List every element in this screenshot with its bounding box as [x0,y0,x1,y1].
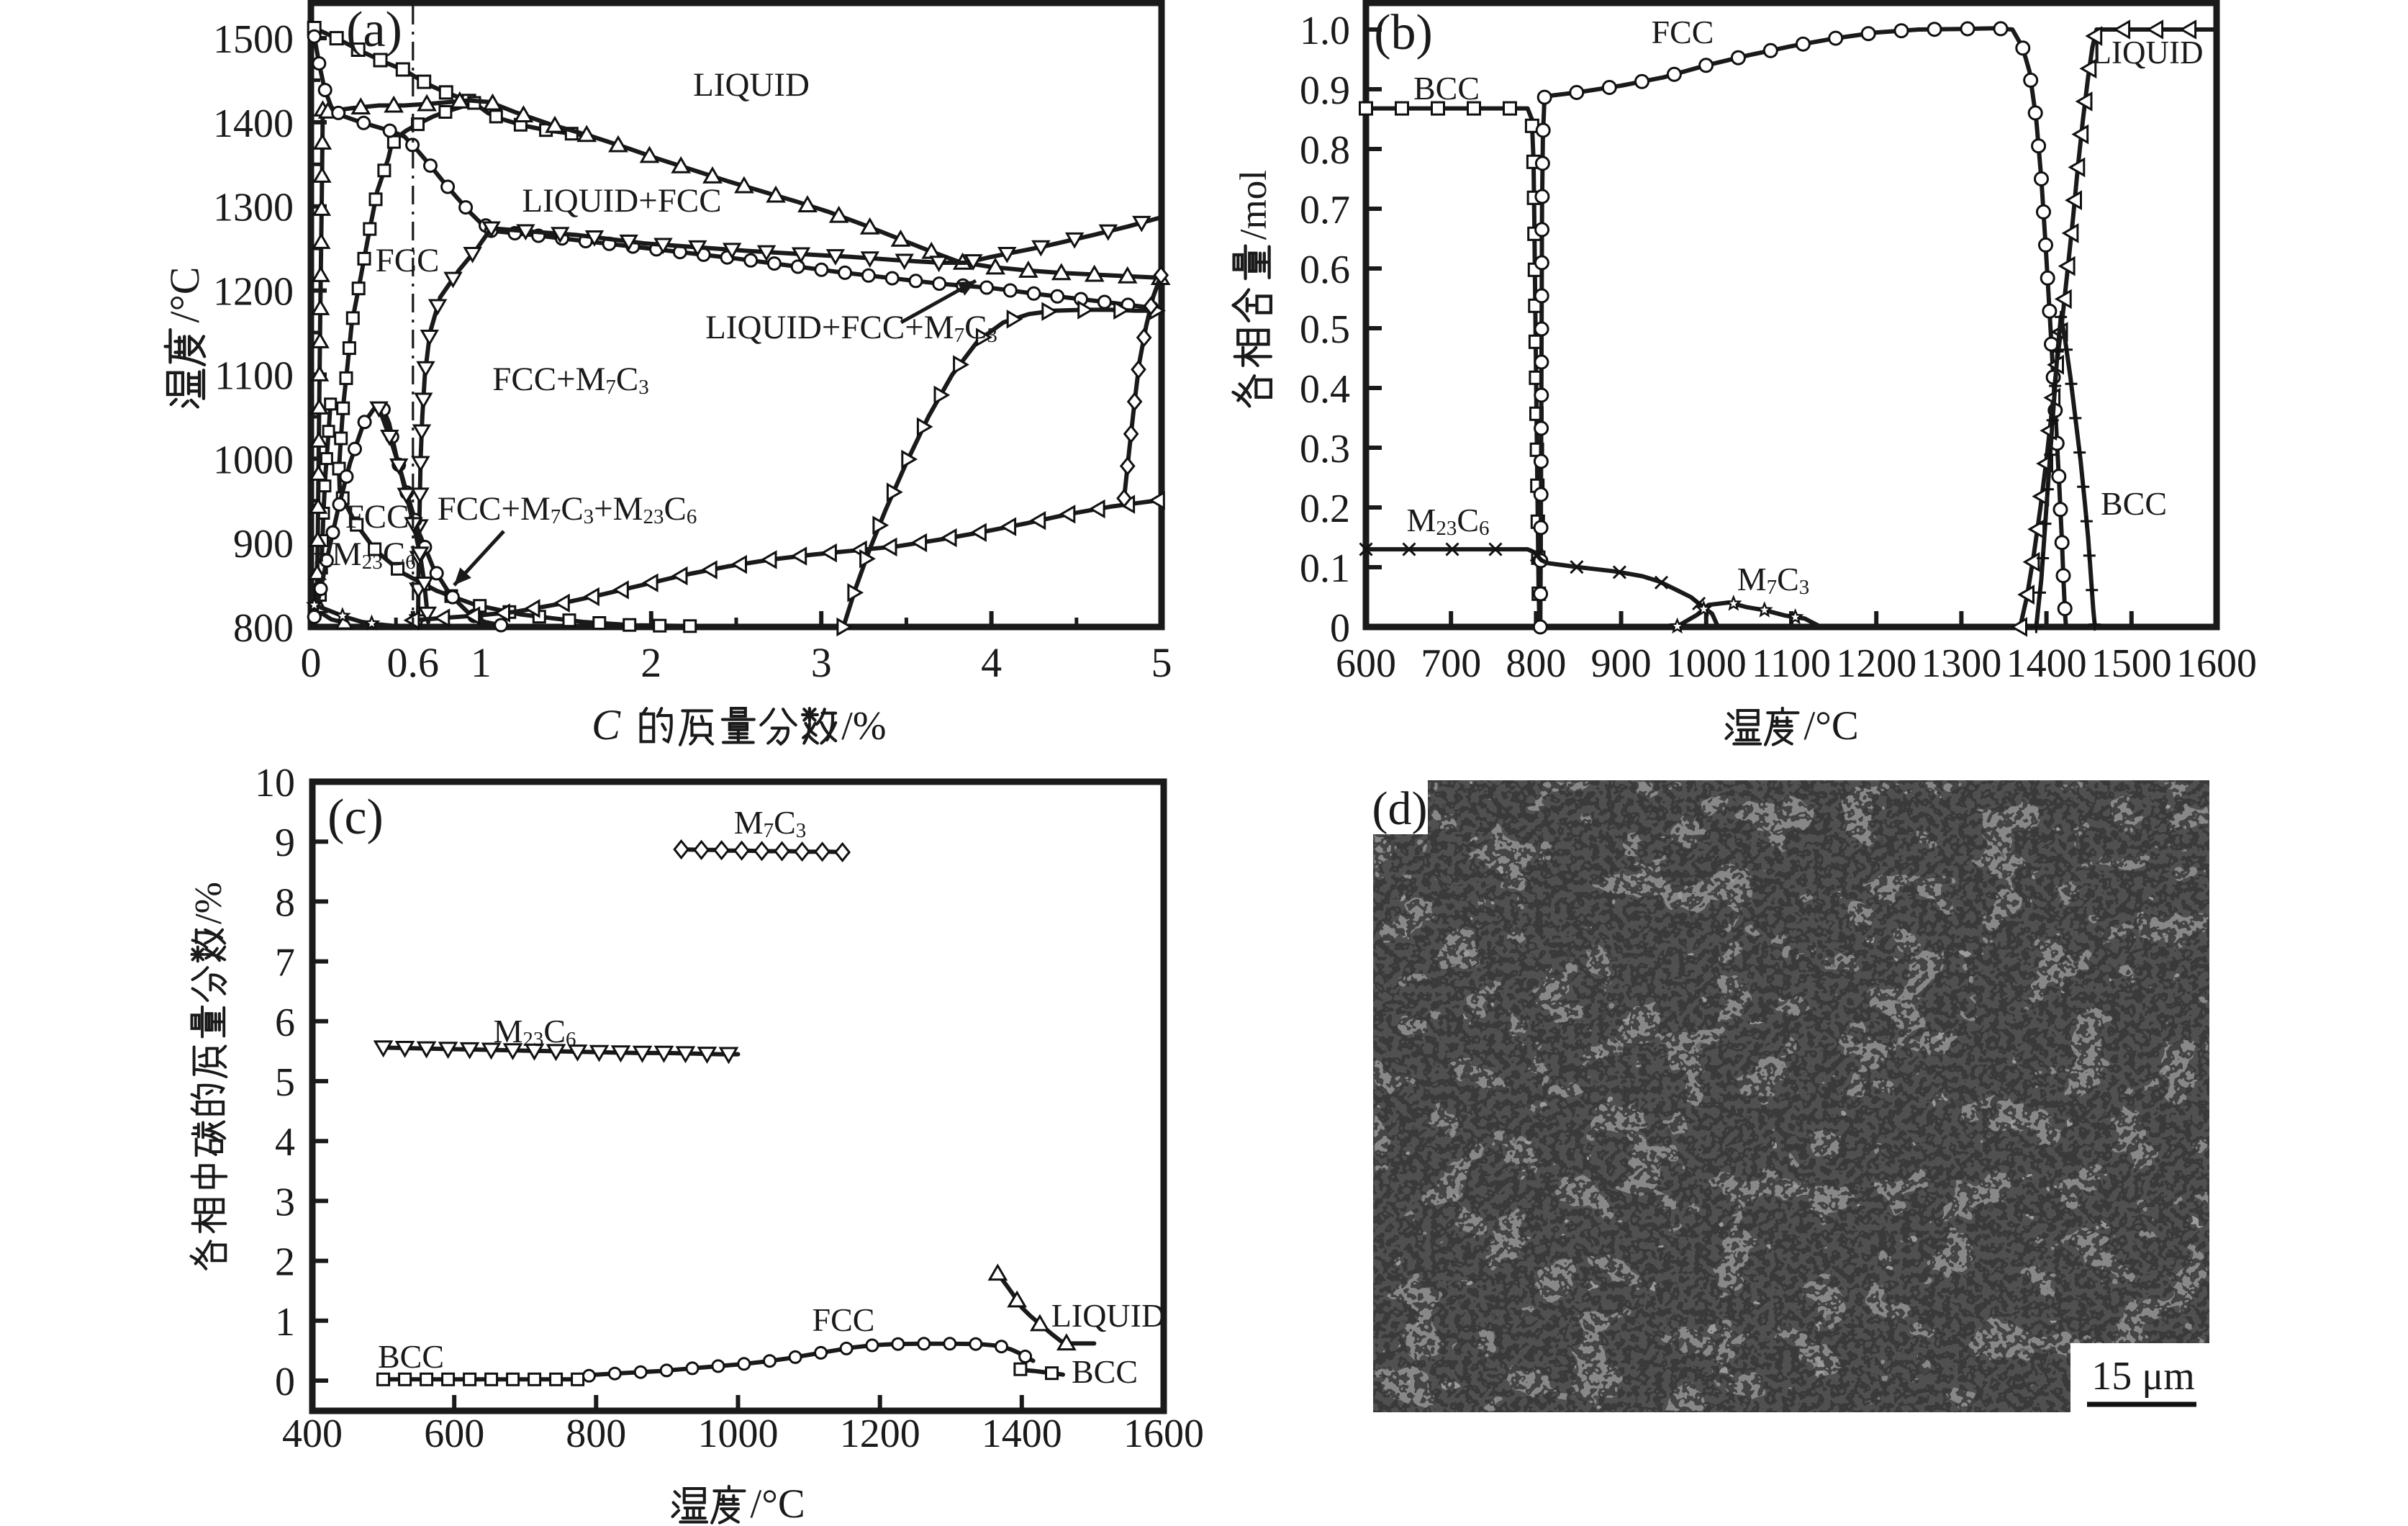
svg-text:0.3: 0.3 [1300,427,1350,471]
svg-text:0: 0 [1330,606,1350,651]
svg-text:FCC: FCC [1652,14,1714,50]
svg-text:/%: /% [841,704,886,749]
svg-text:LIQUID: LIQUID [693,66,810,104]
svg-text:/%: /% [188,882,230,924]
svg-text:0.2: 0.2 [1300,487,1350,531]
svg-text:0.7: 0.7 [1300,188,1350,232]
svg-text:800: 800 [566,1412,626,1456]
svg-text:4: 4 [981,639,1002,686]
svg-text:/°C: /°C [751,1481,805,1526]
svg-text:(b): (b) [1374,5,1433,60]
svg-text:0: 0 [275,1360,295,1404]
svg-text:800: 800 [233,606,294,651]
svg-text:LIQUID: LIQUID [1051,1297,1165,1334]
svg-text:FCC: FCC [813,1301,875,1338]
svg-text:FCC+M7C3: FCC+M7C3 [492,361,649,399]
svg-text:3: 3 [811,639,832,686]
svg-text:1600: 1600 [2176,641,2257,686]
svg-text:1200: 1200 [213,270,294,315]
svg-text:+M23C6: +M23C6 [312,536,415,574]
svg-text:(a): (a) [346,2,402,58]
svg-text:1100: 1100 [214,353,294,398]
svg-text:700: 700 [1421,641,1481,686]
svg-text:0.1: 0.1 [1300,546,1350,591]
svg-text:1400: 1400 [982,1412,1062,1456]
svg-text:8: 8 [275,880,295,925]
svg-text:1200: 1200 [1836,641,1916,686]
svg-text:1500: 1500 [213,17,294,62]
svg-text:5: 5 [275,1060,295,1105]
svg-text:0.5: 0.5 [1300,307,1350,352]
svg-text:1000: 1000 [1666,641,1747,686]
svg-text:9: 9 [275,821,295,865]
svg-text:(d): (d) [1372,782,1428,835]
svg-text:BCC: BCC [1413,70,1480,107]
svg-text:FCC: FCC [376,242,440,279]
svg-text:5: 5 [1151,639,1172,686]
svg-text:15 μm: 15 μm [2091,1354,2195,1399]
svg-text:M23C6: M23C6 [1406,502,1489,540]
svg-text:0: 0 [301,639,322,686]
svg-text:1100: 1100 [1752,641,1831,686]
svg-text:4: 4 [275,1120,295,1165]
svg-text:1000: 1000 [213,438,294,482]
svg-text:6: 6 [275,1001,295,1045]
svg-text:LIQUID+FCC: LIQUID+FCC [522,182,721,220]
svg-text:800: 800 [1506,641,1566,686]
svg-text:0.4: 0.4 [1300,367,1350,412]
svg-text:1600: 1600 [1123,1412,1204,1456]
svg-text:900: 900 [1591,641,1652,686]
svg-text:0.9: 0.9 [1300,68,1350,113]
svg-text:1.0: 1.0 [1300,9,1350,53]
svg-text:2: 2 [275,1240,295,1285]
svg-text:1400: 1400 [2006,641,2087,686]
svg-text:(c): (c) [327,790,384,845]
svg-text:M7C3: M7C3 [1737,561,1810,599]
svg-text:7: 7 [275,941,295,985]
svg-text:1500: 1500 [2091,641,2172,686]
svg-text:0.8: 0.8 [1300,128,1350,173]
svg-text:LIQUID+FCC+M7C3: LIQUID+FCC+M7C3 [705,309,997,347]
svg-text:LIQUID: LIQUID [2092,35,2204,71]
svg-text:0.6: 0.6 [387,639,440,686]
svg-text:C: C [592,701,621,749]
svg-text:1: 1 [275,1300,295,1345]
svg-text:900: 900 [233,522,294,566]
svg-text:BCC: BCC [1072,1353,1138,1390]
svg-text:M7C3: M7C3 [734,804,807,842]
svg-text:FCC: FCC [345,498,409,536]
svg-text:1300: 1300 [213,186,294,230]
svg-text:2: 2 [641,639,661,686]
svg-text:/°C: /°C [1804,703,1859,749]
svg-text:1400: 1400 [213,101,294,146]
svg-text:10: 10 [255,761,295,805]
svg-text:/mol: /mol [1233,170,1275,240]
svg-text:600: 600 [424,1412,484,1456]
svg-text:BCC: BCC [378,1338,444,1375]
svg-text:1000: 1000 [698,1412,779,1456]
svg-text:M23C6: M23C6 [493,1013,576,1051]
svg-text:BCC: BCC [2101,485,2167,522]
svg-text:600: 600 [1336,641,1396,686]
svg-text:1200: 1200 [840,1412,920,1456]
svg-text:0.6: 0.6 [1300,248,1350,292]
svg-text:/°C: /°C [161,267,208,323]
svg-text:400: 400 [282,1412,343,1456]
svg-text:3: 3 [275,1180,295,1224]
svg-text:1: 1 [471,639,492,686]
svg-text:1300: 1300 [1921,641,2001,686]
svg-text:FCC+M7C3+M23C6: FCC+M7C3+M23C6 [438,490,697,528]
